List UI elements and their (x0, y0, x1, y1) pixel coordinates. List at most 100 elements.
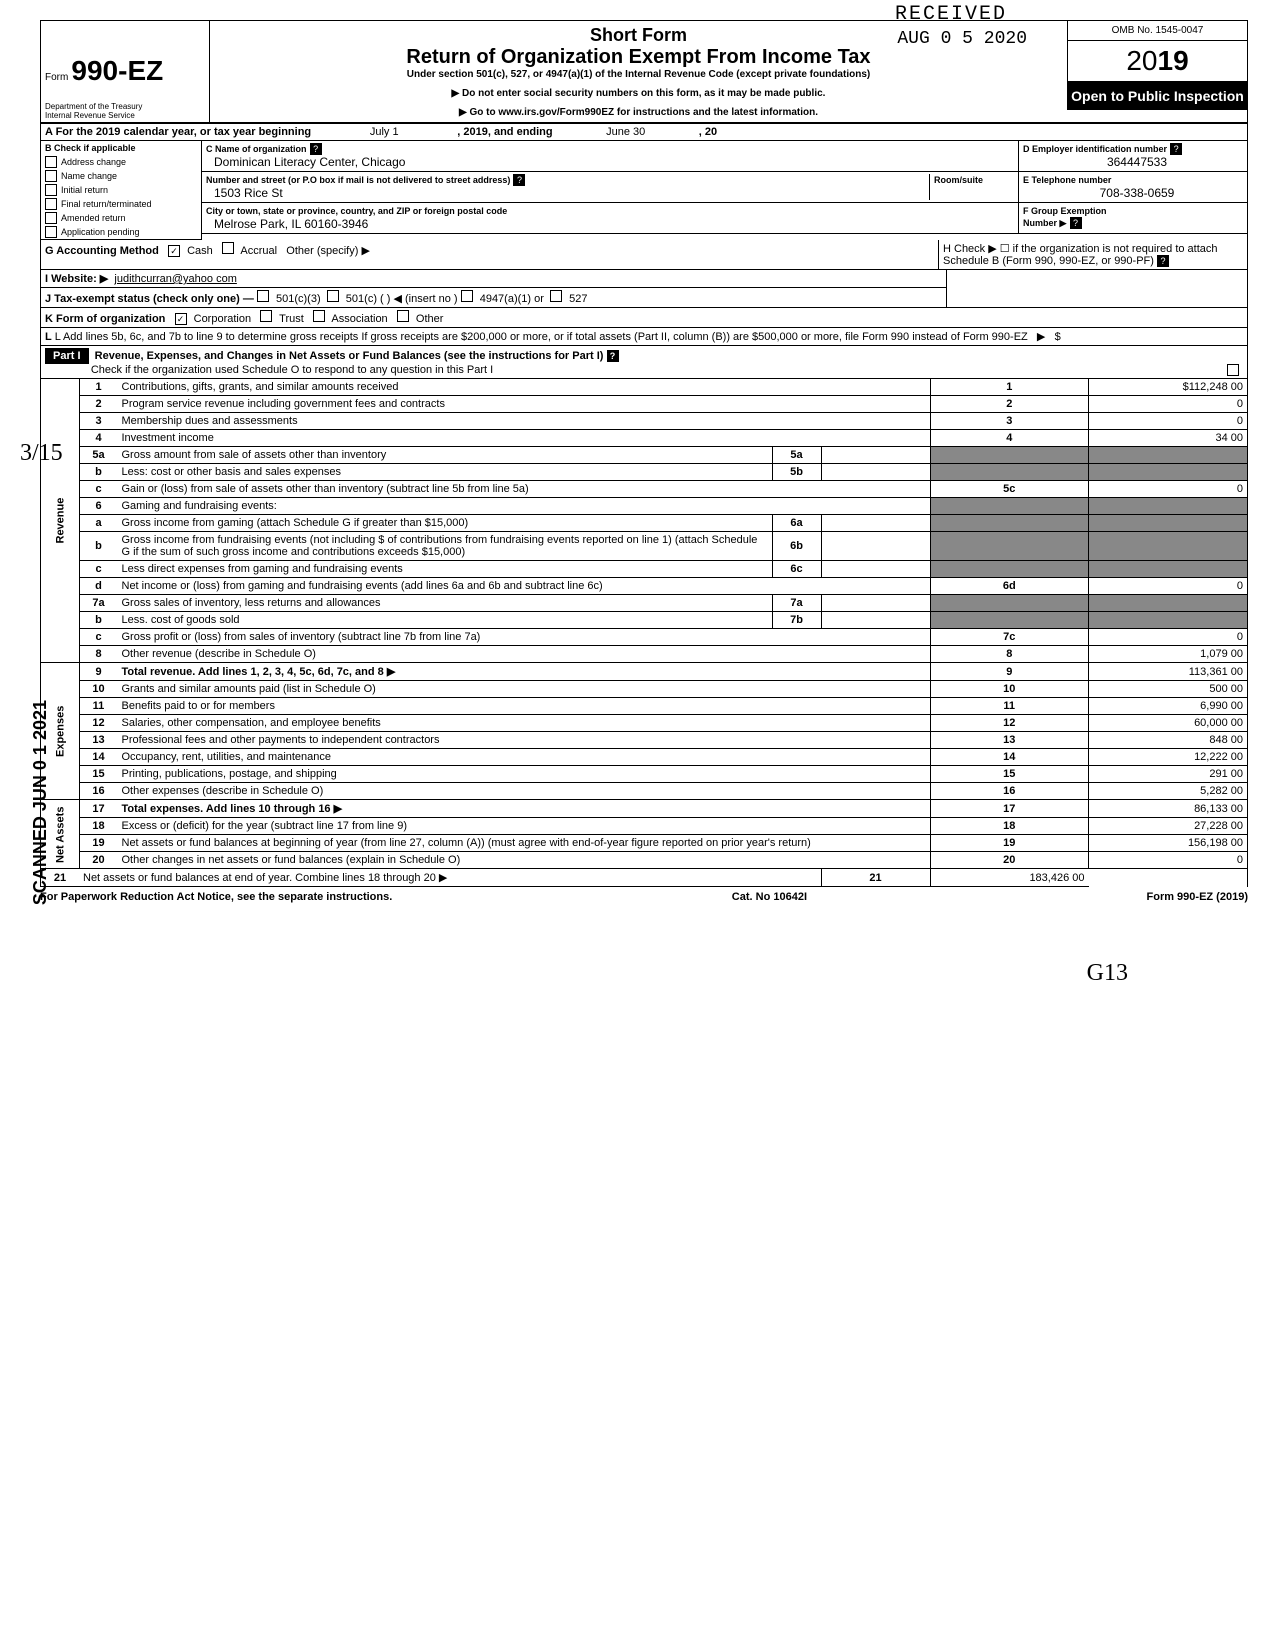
tax-year-begin: July 1 (314, 126, 454, 138)
checkbox-cash[interactable]: ✓ (168, 245, 180, 257)
line-number: 1 (79, 379, 118, 396)
return-title: Return of Organization Exempt From Incom… (218, 46, 1059, 69)
line-number: 8 (79, 646, 118, 663)
table-row: 7aGross sales of inventory, less returns… (41, 595, 1248, 612)
section-i-row: I Website: ▶ judithcurran@yahoo com (40, 270, 1248, 287)
check-address-change[interactable]: Address change (41, 155, 201, 169)
line-box: 8 (930, 646, 1089, 663)
checkbox-icon[interactable] (45, 170, 57, 182)
line-box: 1 (930, 379, 1089, 396)
line-description: Other changes in net assets or fund bala… (118, 852, 931, 869)
line-number: 7a (79, 595, 118, 612)
section-label-expenses: Expenses (41, 663, 80, 800)
checkbox-icon[interactable] (45, 226, 57, 238)
checkbox-icon[interactable] (45, 184, 57, 196)
table-row: 10Grants and similar amounts paid (list … (41, 681, 1248, 698)
table-row: 11Benefits paid to or for members116,990… (41, 698, 1248, 715)
table-row: bLess. cost of goods sold7b (41, 612, 1248, 629)
check-initial-return[interactable]: Initial return (41, 183, 201, 197)
line-description: Less: cost or other basis and sales expe… (118, 464, 773, 481)
line-amount: 27,228 00 (1089, 818, 1248, 835)
line-description: Gross profit or (loss) from sales of inv… (118, 629, 931, 646)
line-box-shaded (930, 612, 1089, 629)
street-label: Number and street (or P.O box if mail is… (206, 175, 510, 185)
line-amount: 0 (1089, 629, 1248, 646)
line-description: Less. cost of goods sold (118, 612, 773, 629)
section-c-street: Number and street (or P.O box if mail is… (202, 172, 1019, 202)
line-box: 4 (930, 430, 1089, 447)
line-sub-box: 5a (772, 447, 821, 464)
line-box-shaded (930, 595, 1089, 612)
checkbox-other[interactable] (397, 310, 409, 322)
checkbox-501c[interactable] (327, 290, 339, 302)
checkbox-schedule-o[interactable] (1227, 364, 1239, 376)
help-icon[interactable]: ? (1170, 143, 1182, 155)
footer-form: Form 990-EZ (2019) (1147, 891, 1248, 903)
checkbox-icon[interactable] (45, 198, 57, 210)
check-name-change[interactable]: Name change (41, 169, 201, 183)
section-k-label: K Form of organization (45, 313, 165, 325)
received-date-stamp: AUG 0 5 2020 (897, 29, 1027, 49)
section-a-label: A For the 2019 calendar year, or tax yea… (45, 126, 311, 138)
line-number: b (79, 532, 118, 561)
line-amount: 60,000 00 (1089, 715, 1248, 732)
checkbox-icon[interactable] (45, 212, 57, 224)
checkbox-association[interactable] (313, 310, 325, 322)
checkbox-4947[interactable] (461, 290, 473, 302)
org-name-value: Dominican Literacy Center, Chicago (206, 155, 405, 169)
line-amount-shaded (1089, 464, 1248, 481)
line-description: Professional fees and other payments to … (118, 732, 931, 749)
line-amount: 1,079 00 (1089, 646, 1248, 663)
line-box: 16 (930, 783, 1089, 800)
help-icon[interactable]: ? (513, 174, 525, 186)
table-row: Revenue1Contributions, gifts, grants, an… (41, 379, 1248, 396)
checkbox-trust[interactable] (260, 310, 272, 322)
lines-table: Revenue1Contributions, gifts, grants, an… (40, 379, 1248, 887)
line-amount: 0 (1089, 413, 1248, 430)
section-label-revenue: Revenue (41, 379, 80, 663)
phone-value: 708-338-0659 (1023, 186, 1243, 200)
line-description: Gross income from fundraising events (no… (118, 532, 773, 561)
help-icon[interactable]: ? (310, 143, 322, 155)
table-row: 20Other changes in net assets or fund ba… (41, 852, 1248, 869)
check-final-return[interactable]: Final return/terminated (41, 197, 201, 211)
dept-line2: Internal Revenue Service (45, 111, 135, 120)
line-number: 3 (79, 413, 118, 430)
section-c-name: C Name of organization ? Dominican Liter… (202, 141, 1019, 171)
line-amount-shaded (1089, 612, 1248, 629)
line-sub-box: 7b (772, 612, 821, 629)
line-number: 2 (79, 396, 118, 413)
section-l: L L Add lines 5b, 6c, and 7b to line 9 t… (41, 328, 1247, 345)
table-row: bLess: cost or other basis and sales exp… (41, 464, 1248, 481)
checkbox-501c3[interactable] (257, 290, 269, 302)
check-amended-return[interactable]: Amended return (41, 211, 201, 225)
check-application-pending[interactable]: Application pending (41, 225, 201, 239)
ein-value: 364447533 (1023, 155, 1243, 169)
part1-title: Revenue, Expenses, and Changes in Net As… (95, 350, 604, 362)
help-icon[interactable]: ? (607, 350, 619, 362)
checkbox-corporation[interactable]: ✓ (175, 313, 187, 325)
section-c-label: C Name of organization (206, 144, 307, 154)
line-number: c (79, 561, 118, 578)
checkbox-icon[interactable] (45, 156, 57, 168)
section-g: G Accounting Method ✓ Cash Accrual Other… (41, 240, 938, 269)
city-value: Melrose Park, IL 60160-3946 (206, 217, 368, 231)
section-e-label: E Telephone number (1023, 175, 1111, 185)
line-box: 2 (930, 396, 1089, 413)
line-description: Membership dues and assessments (118, 413, 931, 430)
line-number: 5a (79, 447, 118, 464)
checkbox-527[interactable] (550, 290, 562, 302)
line-description: Other revenue (describe in Schedule O) (118, 646, 931, 663)
received-stamp: RECEIVED (895, 3, 1007, 26)
checkbox-accrual[interactable] (222, 242, 234, 254)
line-number: b (79, 612, 118, 629)
line-amount-shaded (1089, 515, 1248, 532)
line-description: Gross amount from sale of assets other t… (118, 447, 773, 464)
help-icon[interactable]: ? (1070, 217, 1082, 229)
line-number: c (79, 629, 118, 646)
line-box: 21 (821, 869, 930, 887)
line-sub-amount (821, 464, 930, 481)
line-description: Gross sales of inventory, less returns a… (118, 595, 773, 612)
help-icon[interactable]: ? (1157, 255, 1169, 267)
line-number: 6 (79, 498, 118, 515)
